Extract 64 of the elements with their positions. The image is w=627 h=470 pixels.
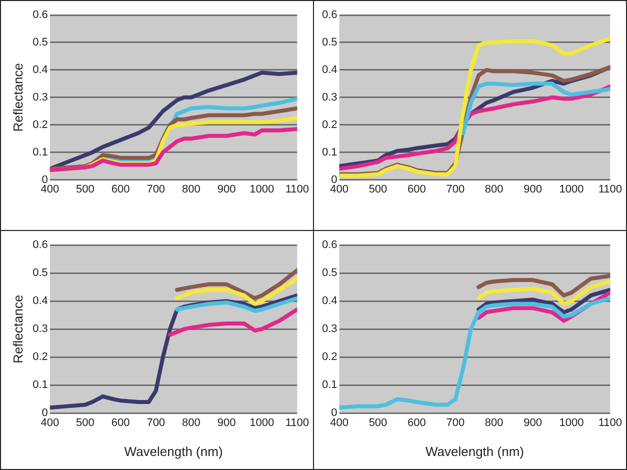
x-tick-label: 400	[330, 183, 348, 196]
x-tick-label: 700	[146, 183, 166, 196]
x-tick-label: 700	[146, 416, 166, 429]
y-tick-label: 0.2	[322, 351, 338, 364]
x-tick-label: 1100	[598, 183, 622, 196]
y-tick-label: 0.1	[32, 146, 48, 158]
x-tick-label: 900	[217, 416, 236, 429]
y-tick-label: 0	[331, 174, 338, 186]
y-tick-label: 0.1	[32, 379, 48, 392]
x-tick-label: 800	[484, 183, 504, 196]
x-axis-title: Wavelength (nm)	[124, 444, 223, 459]
y-tick-label: 0.3	[32, 323, 48, 336]
x-tick-label: 400	[330, 416, 348, 429]
x-tick-label: 1100	[598, 416, 622, 429]
y-tick-label: 0.2	[32, 351, 48, 364]
y-tick-label: 0.5	[322, 36, 338, 48]
y-tick-label: 0.6	[322, 239, 338, 252]
y-tick-label: 0.5	[32, 36, 48, 48]
x-tick-label: 1100	[285, 416, 309, 429]
x-tick-label: 900	[524, 416, 542, 429]
x-tick-label: 600	[111, 416, 130, 429]
x-tick-label: 500	[76, 183, 94, 196]
x-tick-label: 900	[217, 183, 236, 196]
x-tick-label: 700	[446, 416, 465, 429]
y-tick-label: 0.2	[32, 118, 48, 131]
y-tick-label: 0	[42, 407, 48, 420]
x-axis-title: Wavelength (nm)	[425, 444, 524, 459]
x-tick-label: 400	[40, 183, 60, 196]
x-tick-label: 1000	[559, 183, 584, 196]
x-tick-label: 1000	[250, 183, 274, 196]
x-tick-label: 900	[524, 183, 542, 196]
y-tick-label: 0.3	[32, 91, 48, 104]
y-tick-label: 0.4	[322, 64, 338, 76]
y-tick-label: 0.3	[322, 323, 338, 336]
y-axis-title: Reflectance	[10, 294, 26, 364]
y-tick-label: 0	[42, 174, 48, 186]
x-tick-label: 500	[368, 416, 388, 429]
y-tick-label: 0.5	[32, 267, 48, 280]
x-tick-label: 800	[182, 416, 200, 429]
x-tick-label: 600	[408, 416, 426, 429]
y-axis-title: Reflectance	[10, 63, 26, 132]
x-tick-label: 600	[408, 183, 426, 196]
y-tick-label: 0.4	[32, 64, 48, 76]
y-tick-label: 0	[331, 407, 338, 420]
y-tick-label: 0.6	[32, 9, 48, 22]
y-tick-label: 0.1	[322, 379, 338, 392]
x-tick-label: 800	[182, 183, 200, 196]
y-tick-label: 0.3	[322, 91, 338, 104]
x-tick-label: 800	[484, 416, 504, 429]
y-tick-label: 0.4	[32, 295, 48, 308]
x-tick-label: 700	[446, 183, 465, 196]
x-tick-label: 600	[111, 183, 130, 196]
y-tick-label: 0.4	[322, 295, 338, 308]
x-tick-label: 400	[40, 416, 60, 429]
y-tick-label: 0.1	[322, 146, 338, 158]
x-tick-label: 1100	[285, 183, 309, 196]
x-tick-label: 1000	[250, 416, 274, 429]
x-tick-label: 1000	[559, 416, 584, 429]
y-tick-label: 0.6	[322, 9, 338, 22]
x-tick-label: 500	[76, 416, 94, 429]
y-tick-label: 0.2	[322, 118, 338, 131]
x-tick-label: 500	[368, 183, 388, 196]
y-tick-label: 0.6	[32, 239, 48, 252]
y-tick-label: 0.5	[322, 267, 338, 280]
